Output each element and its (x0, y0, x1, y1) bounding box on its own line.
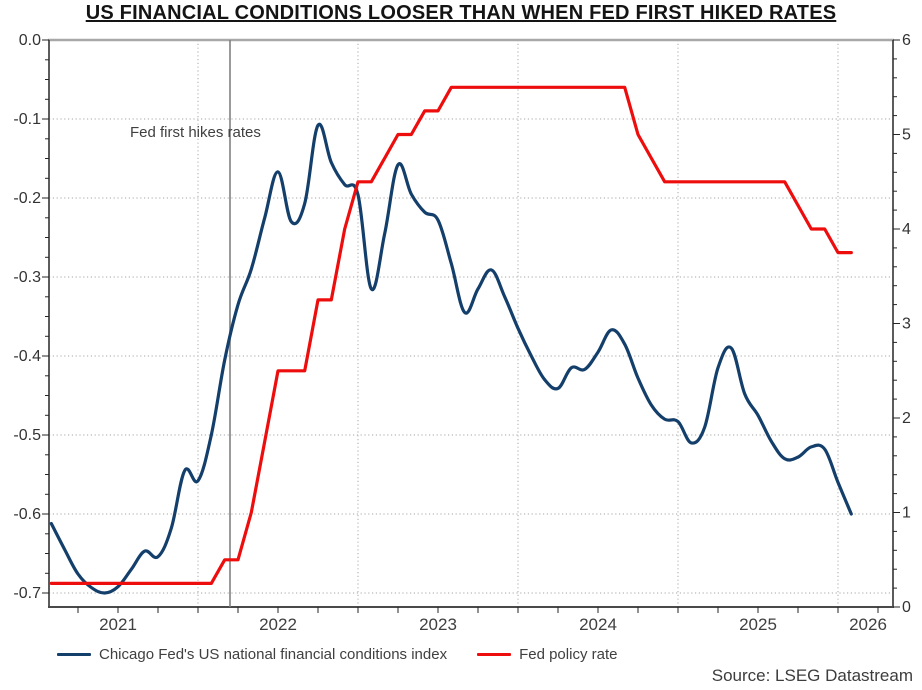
y-right-label: 0 (902, 599, 911, 616)
event-annotation: Fed first hikes rates (130, 124, 261, 141)
y-left-label: 0.0 (19, 32, 41, 49)
nfci-line-swatch (57, 652, 91, 657)
policy-rate-line-swatch (477, 652, 512, 657)
policy-rate-line (49, 85, 853, 585)
y-right-label: 2 (902, 410, 911, 427)
y-left-label: -0.2 (13, 190, 41, 207)
legend: Chicago Fed's US national financial cond… (57, 646, 617, 663)
x-year-label: 2026 (849, 615, 887, 634)
y-right-label: 1 (902, 505, 911, 522)
x-year-label: 2025 (739, 615, 777, 634)
y-left-label: -0.4 (13, 348, 41, 365)
page-title: US FINANCIAL CONDITIONS LOOSER THAN WHEN… (85, 2, 837, 24)
y-right-label: 4 (902, 221, 911, 238)
y-right-label: 3 (902, 316, 911, 333)
legend-item-nfci: Chicago Fed's US national financial cond… (57, 646, 447, 663)
x-year-label: 2024 (579, 615, 617, 634)
legend-label-policy-rate: Fed policy rate (519, 646, 618, 663)
y-left-label: -0.6 (13, 506, 41, 523)
y-left-label: -0.3 (13, 269, 41, 286)
y-left-label: -0.1 (13, 111, 41, 128)
y-right-label: 6 (902, 32, 911, 49)
legend-label-nfci: Chicago Fed's US national financial cond… (99, 646, 448, 663)
x-year-label: 2022 (259, 615, 297, 634)
x-year-label: 2021 (99, 615, 137, 634)
x-year-label: 2023 (419, 615, 457, 634)
y-left-label: -0.5 (13, 427, 41, 444)
nfci-line (49, 122, 853, 595)
source-credit: Source: LSEG Datastream (711, 666, 913, 685)
y-left-label: -0.7 (13, 585, 41, 602)
legend-item-policy-rate: Fed policy rate (477, 646, 617, 663)
y-right-label: 5 (902, 127, 911, 144)
